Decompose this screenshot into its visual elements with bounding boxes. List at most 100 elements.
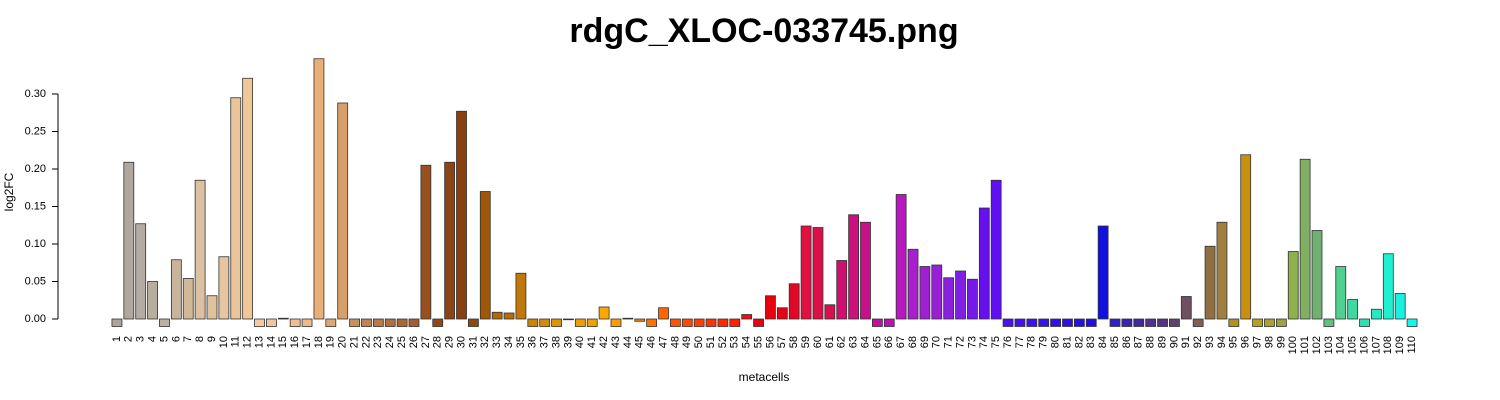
bar — [1097, 225, 1109, 320]
bar — [1252, 318, 1263, 327]
bar — [895, 194, 907, 320]
x-tick-label: 47 — [657, 336, 669, 348]
bar — [610, 318, 622, 327]
bar — [1169, 318, 1180, 327]
x-tick-label: 49 — [681, 336, 693, 348]
x-tick-label: 52 — [717, 336, 729, 348]
bar — [860, 221, 871, 320]
bar — [955, 270, 966, 320]
x-tick-label: 36 — [527, 336, 539, 348]
x-tick-label: 31 — [467, 336, 479, 348]
x-tick-label: 8 — [194, 336, 206, 342]
x-tick-label: 86 — [1121, 336, 1133, 348]
x-tick-label: 105 — [1347, 336, 1359, 354]
x-tick-label: 64 — [859, 336, 871, 348]
x-tick-label: 91 — [1180, 336, 1192, 348]
bar — [646, 318, 658, 327]
bar — [574, 318, 586, 327]
bar — [693, 318, 705, 327]
x-tick-label: 65 — [871, 336, 883, 348]
bar — [1192, 318, 1204, 327]
x-tick-label: 62 — [836, 336, 848, 348]
bar — [182, 278, 194, 320]
x-tick-label: 40 — [574, 336, 586, 348]
x-tick-label: 74 — [978, 336, 990, 348]
x-tick-label: 63 — [848, 336, 860, 348]
x-tick-label: 21 — [348, 336, 360, 348]
bar — [563, 318, 574, 321]
x-tick-label: 3 — [135, 336, 147, 342]
bar — [1382, 253, 1394, 320]
bar — [586, 318, 598, 327]
y-tick-label: 0.10 — [25, 238, 46, 250]
x-tick-label: 55 — [752, 336, 764, 348]
bar — [1335, 266, 1347, 320]
bar — [717, 318, 729, 327]
x-tick-label: 80 — [1050, 336, 1062, 348]
x-tick-label: 67 — [895, 336, 907, 348]
x-tick-label: 45 — [634, 336, 646, 348]
bar — [1062, 318, 1073, 327]
x-tick-label: 77 — [1014, 336, 1026, 348]
bar — [218, 256, 230, 320]
bar — [1026, 318, 1038, 327]
bar — [1133, 318, 1145, 327]
x-tick-label: 46 — [646, 336, 658, 348]
x-tick-label: 61 — [824, 336, 836, 348]
bar — [396, 318, 408, 327]
x-tick-label: 108 — [1382, 336, 1394, 354]
x-tick-label: 22 — [360, 336, 372, 348]
bar — [836, 260, 848, 320]
bar — [1002, 318, 1014, 327]
x-tick-label: 92 — [1192, 336, 1204, 348]
bar — [349, 318, 360, 327]
x-tick-label: 56 — [764, 336, 776, 348]
x-tick-label: 109 — [1394, 336, 1406, 354]
bar — [1085, 318, 1097, 327]
x-tick-label: 100 — [1287, 336, 1299, 354]
x-tick-label: 5 — [158, 336, 170, 342]
bar — [1121, 318, 1133, 327]
x-tick-label: 99 — [1275, 336, 1287, 348]
y-tick-label: 0.15 — [25, 200, 46, 212]
bar — [301, 318, 313, 327]
bar — [468, 318, 479, 327]
bar — [931, 264, 943, 320]
bar — [551, 318, 562, 327]
x-tick-label: 18 — [313, 336, 325, 348]
bar — [967, 278, 978, 320]
bar — [788, 283, 800, 320]
bar — [361, 318, 372, 327]
bar — [1287, 251, 1299, 320]
bar — [978, 207, 990, 320]
y-tick-label: 0.00 — [25, 313, 46, 325]
bar — [123, 161, 135, 320]
bar — [1216, 221, 1228, 320]
y-tick-label: 0.30 — [25, 88, 46, 100]
bar — [776, 307, 788, 320]
bar — [1394, 293, 1406, 320]
x-tick-label: 90 — [1168, 336, 1180, 348]
x-tick-label: 43 — [610, 336, 622, 348]
bar — [729, 318, 741, 327]
bar — [135, 223, 147, 320]
x-tick-label: 95 — [1228, 336, 1240, 348]
x-tick-label: 71 — [943, 336, 955, 348]
bar — [325, 318, 337, 327]
x-tick-label: 81 — [1061, 336, 1073, 348]
y-tick-label: 0.05 — [25, 275, 46, 287]
x-tick-label: 76 — [1002, 336, 1014, 348]
x-tick-label: 68 — [907, 336, 919, 348]
bar — [669, 318, 681, 327]
bar — [337, 102, 349, 320]
x-tick-label: 27 — [420, 336, 432, 348]
bar — [883, 318, 895, 327]
bar — [1371, 308, 1382, 320]
x-tick-label: 106 — [1358, 336, 1370, 354]
x-tick-label: 97 — [1252, 336, 1264, 348]
bar — [753, 318, 764, 327]
bar — [159, 318, 170, 327]
bar — [1050, 318, 1061, 327]
bar — [800, 225, 812, 320]
